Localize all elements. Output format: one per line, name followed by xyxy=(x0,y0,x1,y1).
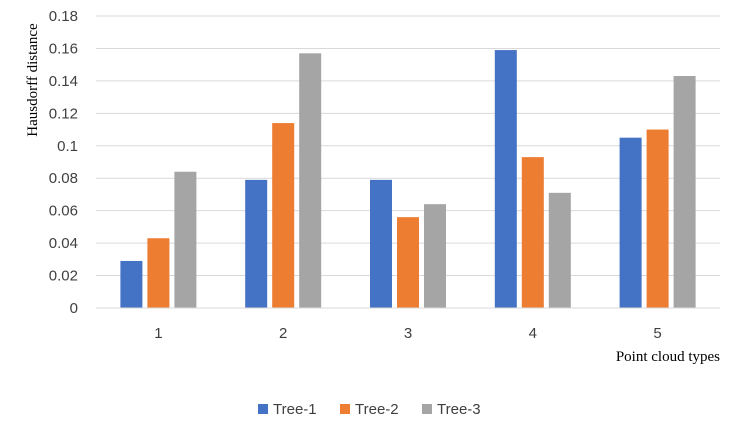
bar xyxy=(646,129,669,308)
bar xyxy=(494,50,517,309)
y-tick-label: 0.06 xyxy=(49,203,78,220)
bar xyxy=(397,217,419,308)
bar xyxy=(245,179,268,308)
x-tick-label: 5 xyxy=(653,325,661,342)
gridlines xyxy=(96,15,720,277)
bars xyxy=(120,50,696,309)
bar xyxy=(673,76,696,309)
x-axis-title: Point cloud types xyxy=(616,349,720,365)
bar xyxy=(370,179,392,308)
legend-label: Tree-1 xyxy=(273,401,317,418)
bar xyxy=(619,137,642,308)
legend-swatch xyxy=(422,404,432,414)
x-tick-label: 1 xyxy=(154,325,162,342)
bar xyxy=(548,192,571,308)
legend: Tree-1 Tree-2 Tree-3 xyxy=(258,401,481,418)
legend-swatch xyxy=(258,404,268,414)
bar xyxy=(174,171,197,308)
bar xyxy=(424,204,446,308)
bar xyxy=(120,260,143,308)
x-axis-tick-labels: 1 2 3 4 5 xyxy=(154,325,662,342)
legend-label: Tree-3 xyxy=(437,401,481,418)
y-tick-label: 0.02 xyxy=(49,268,78,285)
bar xyxy=(272,123,295,308)
y-tick-label: 0.18 xyxy=(49,8,78,25)
legend-swatch xyxy=(340,404,350,414)
x-tick-label: 2 xyxy=(279,325,287,342)
y-axis-title: Hausdorff distance xyxy=(25,23,41,137)
y-tick-label: 0.12 xyxy=(49,105,78,122)
y-axis-tick-labels: 0 0.02 0.04 0.06 0.08 0.1 0.12 0.14 0.16 0.18 xyxy=(49,8,78,317)
x-tick-label: 4 xyxy=(529,325,537,342)
x-tick-label: 3 xyxy=(404,325,412,342)
y-tick-label: 0.16 xyxy=(49,40,78,57)
bar xyxy=(521,157,544,308)
bar xyxy=(299,53,322,308)
y-tick-label: 0 xyxy=(70,300,78,317)
y-tick-label: 0.04 xyxy=(49,235,78,252)
y-tick-label: 0.1 xyxy=(57,138,78,155)
y-tick-label: 0.14 xyxy=(49,73,78,90)
y-tick-label: 0.08 xyxy=(49,170,78,187)
bar xyxy=(147,238,170,308)
legend-label: Tree-2 xyxy=(355,401,399,418)
